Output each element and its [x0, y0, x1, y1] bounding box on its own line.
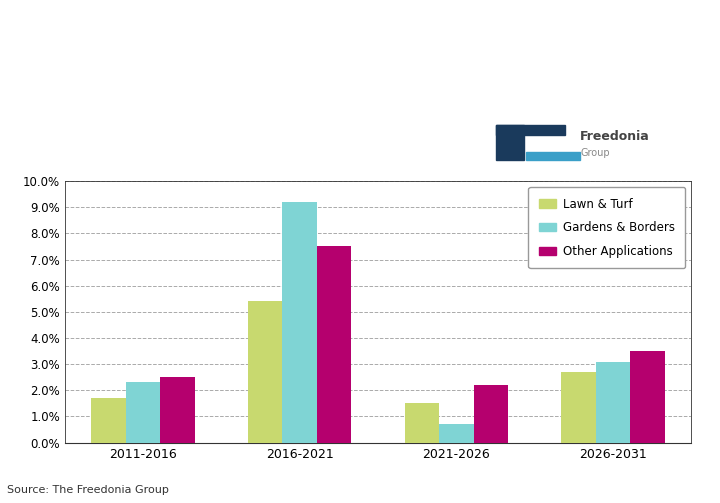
- Bar: [561, 372, 595, 443]
- Bar: [526, 152, 580, 160]
- Bar: [248, 301, 282, 443]
- Bar: [439, 425, 474, 443]
- Text: Figure 3-2.: Figure 3-2.: [9, 14, 81, 27]
- Text: Freedonia: Freedonia: [580, 130, 650, 142]
- Text: Lawn & Garden Growing Media Demand Growth by Application,: Lawn & Garden Growing Media Demand Growt…: [9, 40, 429, 53]
- Legend: Lawn & Turf, Gardens & Borders, Other Applications: Lawn & Turf, Gardens & Borders, Other Ap…: [528, 187, 685, 269]
- Text: (% CAGR): (% CAGR): [9, 93, 72, 106]
- Text: Source: The Freedonia Group: Source: The Freedonia Group: [7, 485, 169, 495]
- Bar: [474, 385, 508, 443]
- Bar: [496, 125, 565, 135]
- Bar: [126, 382, 161, 443]
- Bar: [405, 403, 439, 443]
- Bar: [595, 362, 630, 443]
- Bar: [91, 398, 126, 443]
- Text: Group: Group: [580, 148, 610, 158]
- Bar: [317, 246, 351, 443]
- Bar: [282, 202, 317, 443]
- Bar: [496, 125, 524, 160]
- Bar: [630, 351, 665, 443]
- Text: 2011 – 2031: 2011 – 2031: [9, 66, 88, 79]
- Bar: [161, 377, 195, 443]
